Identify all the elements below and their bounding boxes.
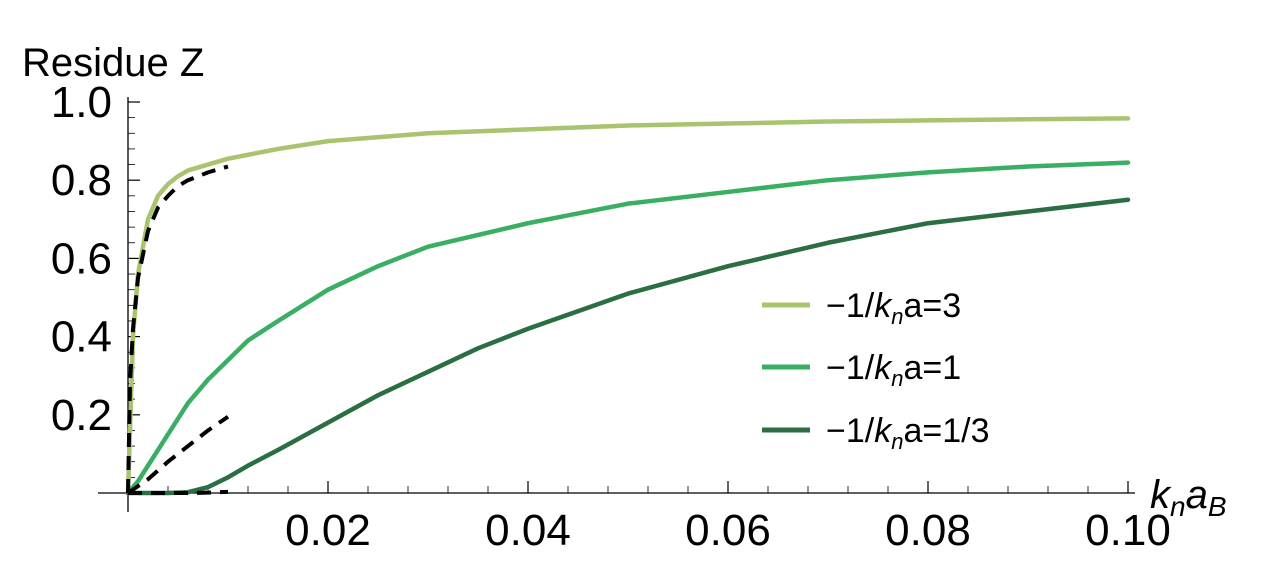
tick-labels: 0.02 0.04 0.06 0.08 0.10 0.2 0.4 0.6 0.8 1.0 [51,78,1171,555]
legend-item-a3: −1/kna=3 [762,287,961,329]
legend-label-a1: −1/kna=1 [826,349,961,391]
asymptote-line-2 [128,489,229,495]
legend-prefix: −1/ [826,287,875,325]
legend-prefix: −1/ [826,412,875,450]
y-tick-label: 0.4 [51,313,112,362]
y-axis-title: Residue Z [22,41,204,85]
x-axis-title: knaB [1150,473,1227,522]
x-tick-label: 0.02 [285,506,371,555]
x-axis-title-sub-n: n [1170,491,1186,522]
x-axis-title-k: k [1150,473,1172,517]
legend-item-a1-3: −1/kna=1/3 [762,412,990,454]
legend-suffix: a=3 [903,287,961,325]
legend-sub-n: n [891,429,903,454]
legend-item-a1: −1/kna=1 [762,349,961,391]
legend-label-a3: −1/kna=3 [826,287,961,329]
x-tick-label: 0.04 [485,506,571,555]
legend-label-a1-3: −1/kna=1/3 [826,412,990,454]
legend-sub-n: n [891,304,903,329]
legend: −1/kna=3 −1/kna=1 −1/kna=1/3 [762,287,990,454]
legend-suffix: a=1/3 [903,412,989,450]
x-tick-label: 0.10 [1085,506,1171,555]
y-tick-label: 0.6 [51,234,112,283]
y-tick-label: 0.2 [51,391,112,440]
legend-suffix: a=1 [903,349,961,387]
y-tick-label: 1.0 [51,78,112,127]
legend-k: k [874,349,893,387]
legend-sub-n: n [891,366,903,391]
x-axis-title-sub-b: B [1208,491,1227,522]
asymptote-line-1 [126,415,230,495]
legend-k: k [874,287,893,325]
y-tick-label: 0.8 [51,156,112,205]
legend-prefix: −1/ [826,349,875,387]
x-axis-title-a: a [1186,473,1208,517]
series-line-1 [125,160,1131,496]
x-tick-label: 0.06 [685,506,771,555]
asymptote-lines [126,164,230,495]
asymptote-line-0 [126,164,229,494]
series-line-0 [125,116,1131,496]
legend-k: k [874,412,893,450]
x-tick-label: 0.08 [885,506,971,555]
